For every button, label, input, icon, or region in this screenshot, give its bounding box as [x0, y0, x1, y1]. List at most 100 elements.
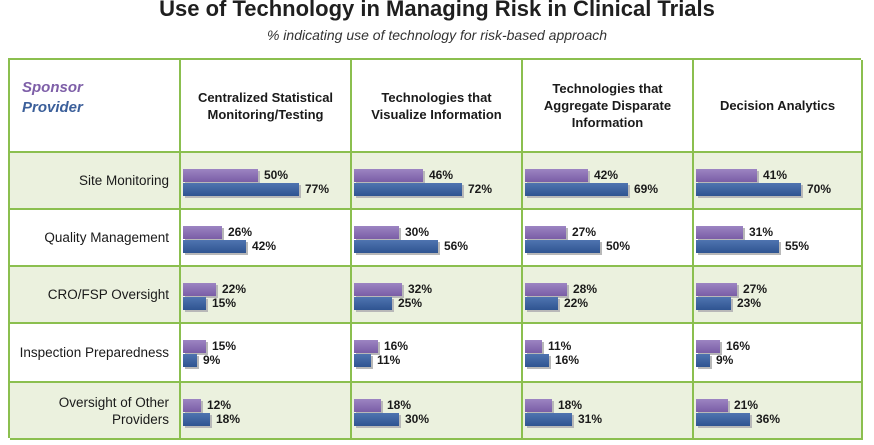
provider-value-label: 77% [305, 182, 330, 196]
provider-value-label: 50% [606, 239, 631, 253]
chart-cell: 50% 77% [181, 153, 352, 210]
provider-bar [525, 354, 549, 367]
chart-cell: 12% 18% [181, 383, 352, 440]
provider-value-label: 70% [807, 182, 832, 196]
sponsor-bar [525, 226, 566, 239]
legend-sponsor: Sponsor [22, 79, 83, 96]
sponsor-value-label: 11% [548, 339, 572, 353]
column-header-centralized-statistical: Centralized Statistical Monitoring/Testi… [181, 60, 352, 153]
provider-value-label: 23% [737, 296, 762, 310]
sponsor-value-label: 26% [228, 225, 253, 239]
row-label-cro-fsp-oversight: CRO/FSP Oversight [10, 267, 181, 324]
chart-cell: 41% 70% [694, 153, 863, 210]
provider-bar [183, 297, 206, 310]
sponsor-bar [183, 283, 216, 296]
provider-bar [354, 354, 371, 367]
provider-bar [525, 240, 600, 253]
provider-bar [183, 183, 299, 196]
chart-cell: 26% 42% [181, 210, 352, 267]
chart-cell: 28% 22% [523, 267, 694, 324]
sponsor-value-label: 16% [384, 339, 409, 353]
sponsor-value-label: 28% [573, 282, 598, 296]
sponsor-value-label: 18% [387, 398, 412, 412]
provider-value-label: 56% [444, 239, 469, 253]
chart-subtitle: % indicating use of technology for risk-… [266, 27, 608, 43]
provider-value-label: 15% [212, 296, 237, 310]
chart-cell: 18% 31% [523, 383, 694, 440]
chart-cell: 15% 9% [181, 324, 352, 383]
sponsor-value-label: 21% [734, 398, 759, 412]
sponsor-value-label: 22% [222, 282, 247, 296]
sponsor-bar [696, 169, 757, 182]
provider-bar [696, 413, 750, 426]
sponsor-value-label: 16% [726, 339, 751, 353]
chart-cell: 46% 72% [352, 153, 523, 210]
provider-bar [354, 413, 399, 426]
sponsor-bar [696, 399, 728, 412]
row-label-inspection-preparedness: Inspection Preparedness [10, 324, 181, 383]
provider-value-label: 30% [405, 412, 430, 426]
sponsor-value-label: 41% [763, 168, 788, 182]
chart-cell: 18% 30% [352, 383, 523, 440]
provider-bar [183, 354, 197, 367]
provider-bar [354, 183, 462, 196]
chart-cell: 30% 56% [352, 210, 523, 267]
provider-bar [525, 183, 628, 196]
chart-cell: 16% 9% [694, 324, 863, 383]
provider-bar [696, 240, 779, 253]
sponsor-bar [183, 226, 222, 239]
sponsor-bar [525, 340, 542, 353]
sponsor-value-label: 15% [212, 339, 237, 353]
chart-cell: 32% 25% [352, 267, 523, 324]
chart-cell: 27% 23% [694, 267, 863, 324]
sponsor-value-label: 42% [594, 168, 619, 182]
sponsor-value-label: 31% [749, 225, 774, 239]
provider-value-label: 18% [216, 412, 241, 426]
provider-bar [525, 413, 572, 426]
provider-value-label: 31% [578, 412, 603, 426]
provider-value-label: 9% [716, 353, 734, 367]
sponsor-bar [696, 283, 737, 296]
sponsor-bar [354, 226, 399, 239]
legend-provider: Provider [22, 99, 83, 116]
results-table: Sponsor Provider Centralized Statistical… [8, 58, 863, 440]
provider-value-label: 55% [785, 239, 810, 253]
row-label-quality-management: Quality Management [10, 210, 181, 267]
provider-value-label: 36% [756, 412, 781, 426]
provider-value-label: 11% [377, 353, 401, 367]
provider-value-label: 69% [634, 182, 659, 196]
sponsor-value-label: 46% [429, 168, 454, 182]
provider-value-label: 25% [398, 296, 423, 310]
chart-cell: 21% 36% [694, 383, 863, 440]
sponsor-bar [696, 340, 720, 353]
chart-cell: 31% 55% [694, 210, 863, 267]
provider-bar [696, 183, 801, 196]
sponsor-bar [354, 283, 402, 296]
chart-cell: 42% 69% [523, 153, 694, 210]
provider-bar [183, 413, 210, 426]
sponsor-value-label: 32% [408, 282, 433, 296]
sponsor-bar [696, 226, 743, 239]
sponsor-value-label: 18% [558, 398, 583, 412]
column-header-visualize-information: Technologies that Visualize Information [352, 60, 523, 153]
provider-bar [354, 240, 438, 253]
provider-bar [696, 354, 710, 367]
row-label-site-monitoring: Site Monitoring [10, 153, 181, 210]
provider-value-label: 72% [468, 182, 493, 196]
sponsor-bar [183, 340, 206, 353]
sponsor-bar [354, 169, 423, 182]
provider-value-label: 22% [564, 296, 589, 310]
provider-value-label: 16% [555, 353, 580, 367]
row-label-oversight-of-other-providers: Oversight of Other Providers [10, 383, 181, 440]
legend-corner: Sponsor Provider [10, 60, 181, 153]
sponsor-value-label: 50% [264, 168, 289, 182]
sponsor-bar [354, 340, 378, 353]
provider-value-label: 9% [203, 353, 221, 367]
sponsor-bar [525, 169, 588, 182]
sponsor-bar [525, 283, 567, 296]
chart-title: Use of Technology in Managing Risk in Cl… [159, 0, 715, 21]
chart-cell: 11% 16% [523, 324, 694, 383]
column-header-decision-analytics: Decision Analytics [694, 60, 863, 153]
provider-bar [525, 297, 558, 310]
provider-bar [354, 297, 392, 310]
